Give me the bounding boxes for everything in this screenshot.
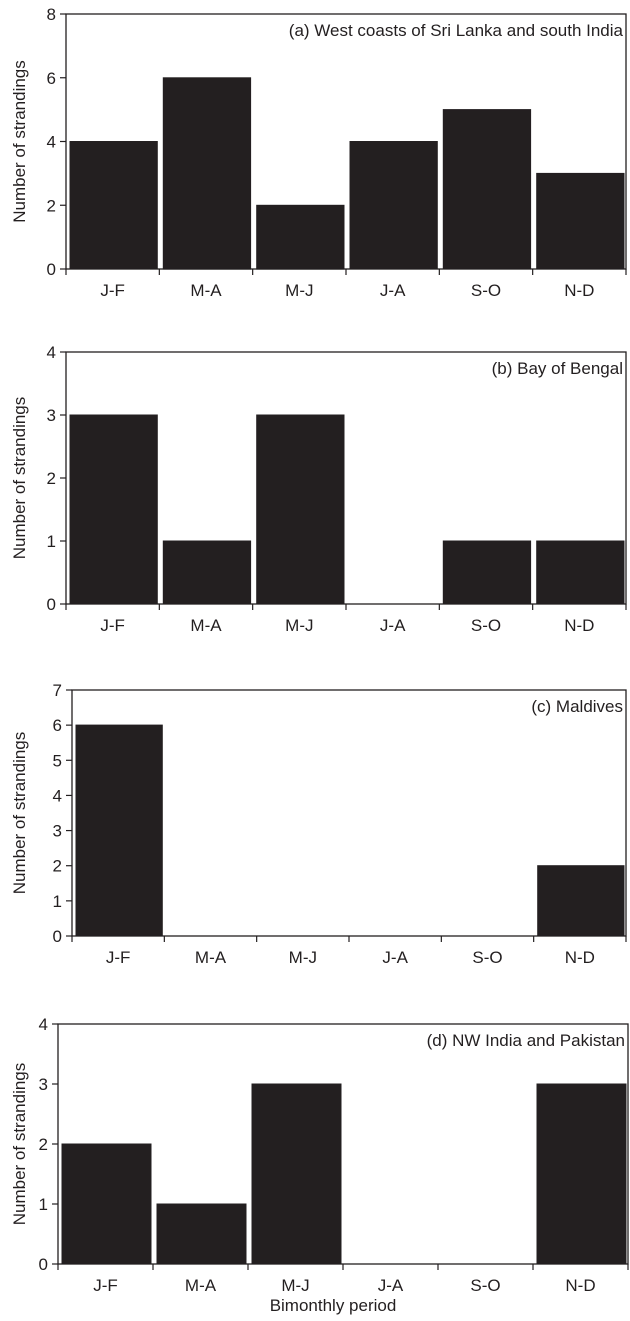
bar-S-O (442, 540, 532, 605)
x-tick-label: J-F (106, 948, 131, 967)
y-tick-label: 2 (47, 469, 56, 488)
x-tick-label: M-A (195, 948, 227, 967)
bar-S-O (442, 109, 532, 270)
x-tick-label: J-A (378, 1276, 404, 1295)
panel-title: (d) NW India and Pakistan (427, 1031, 625, 1050)
bar-N-D (536, 540, 625, 605)
bar-J-F (69, 414, 158, 605)
bar-N-D (537, 865, 625, 937)
bar-M-J (256, 204, 345, 270)
y-tick-label: 5 (53, 751, 62, 770)
bar-J-A (349, 141, 438, 270)
y-tick-label: 0 (47, 260, 56, 279)
y-tick-label: 1 (53, 892, 62, 911)
x-tick-label: J-A (380, 616, 406, 635)
x-tick-label: N-D (565, 1276, 595, 1295)
x-tick-label: N-D (565, 948, 595, 967)
bar-M-A (162, 77, 252, 270)
y-tick-label: 6 (47, 69, 56, 88)
x-tick-label: J-F (93, 1276, 118, 1295)
bar-M-J (256, 414, 345, 605)
bar-M-A (162, 540, 252, 605)
chart-panel-d: 0 1 2 3 4 J-F M-A M-J J-A S-O N-D (d) NW India and … (10, 1015, 629, 1315)
chart-panel-a: 0 2 4 6 8 J-F M-A M-J J-A S-O N-D (a) West coasts o… (10, 5, 627, 300)
bar-J-F (61, 1143, 152, 1265)
panel-title: (b) Bay of Bengal (492, 359, 623, 378)
x-tick-label: J-A (382, 948, 408, 967)
y-axis-label: Number of strandings (10, 1063, 29, 1226)
x-tick-label: M-A (190, 281, 222, 300)
bar-M-J (251, 1083, 342, 1265)
x-tick-label: J-F (100, 616, 125, 635)
y-tick-label: 4 (47, 343, 56, 362)
y-tick-label: 0 (39, 1255, 48, 1274)
panel-title: (a) West coasts of Sri Lanka and south I… (289, 21, 624, 40)
y-axis-label: Number of strandings (10, 397, 29, 560)
y-tick-label: 7 (53, 681, 62, 700)
x-tick-label: J-A (380, 281, 406, 300)
y-tick-label: 2 (39, 1135, 48, 1154)
bar-N-D (536, 1083, 627, 1265)
y-axis-label: Number of strandings (10, 732, 29, 895)
y-tick-label: 0 (53, 927, 62, 946)
x-tick-label: M-A (190, 616, 222, 635)
panel-title: (c) Maldives (531, 697, 623, 716)
x-tick-label: S-O (471, 616, 501, 635)
y-tick-label: 4 (53, 786, 62, 805)
y-tick-label: 6 (53, 716, 62, 735)
chart-panel-c: 0 1 2 3 4 5 6 7 J-F M-A M-J J-A S-O N-D (c) Maldives Nu… (10, 681, 627, 967)
chart-panel-b: 0 1 2 3 4 J-F M-A M-J J-A S-O N-D (b) Bay of Bengal… (10, 343, 627, 635)
x-tick-label: M-J (285, 281, 313, 300)
x-tick-label: S-O (470, 1276, 500, 1295)
y-tick-label: 2 (47, 196, 56, 215)
y-tick-label: 3 (47, 406, 56, 425)
x-tick-label: J-F (100, 281, 125, 300)
x-tick-label: M-J (285, 616, 313, 635)
x-tick-label: M-J (289, 948, 317, 967)
x-tick-label: N-D (564, 281, 594, 300)
y-tick-label: 3 (53, 822, 62, 841)
y-tick-label: 8 (47, 5, 56, 24)
x-tick-label: S-O (471, 281, 501, 300)
x-axis-label: Bimonthly period (270, 1296, 397, 1315)
y-tick-label: 1 (47, 532, 56, 551)
y-tick-label: 4 (39, 1015, 48, 1034)
bar-J-F (75, 724, 163, 937)
bar-M-A (156, 1203, 247, 1265)
bar-J-F (69, 141, 158, 270)
bar-N-D (536, 172, 625, 270)
y-tick-label: 3 (39, 1075, 48, 1094)
y-tick-label: 2 (53, 857, 62, 876)
x-tick-label: M-J (281, 1276, 309, 1295)
x-tick-label: S-O (472, 948, 502, 967)
y-axis-label: Number of strandings (10, 60, 29, 223)
y-tick-label: 1 (39, 1195, 48, 1214)
x-tick-label: N-D (564, 616, 594, 635)
y-tick-label: 4 (47, 133, 56, 152)
x-tick-label: M-A (185, 1276, 217, 1295)
y-tick-label: 0 (47, 595, 56, 614)
